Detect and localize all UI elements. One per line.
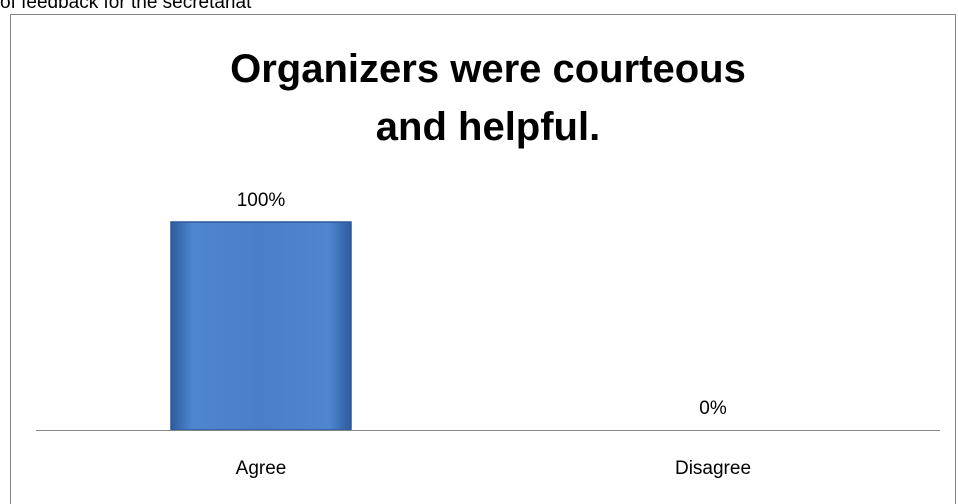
page-header-text: of feedback for the secretariat xyxy=(0,0,252,13)
chart-border xyxy=(10,14,956,504)
chart-title-line-1: Organizers were courteous xyxy=(230,47,746,91)
category-label-agree: Agree xyxy=(236,458,287,479)
chart-title-line-2: and helpful. xyxy=(376,105,600,149)
bars-group: 100% Agree 0% Disagree xyxy=(170,190,751,479)
data-label-agree: 100% xyxy=(237,190,286,211)
data-label-disagree: 0% xyxy=(699,398,727,419)
category-label-disagree: Disagree xyxy=(675,458,751,479)
bar-agree xyxy=(170,221,352,431)
